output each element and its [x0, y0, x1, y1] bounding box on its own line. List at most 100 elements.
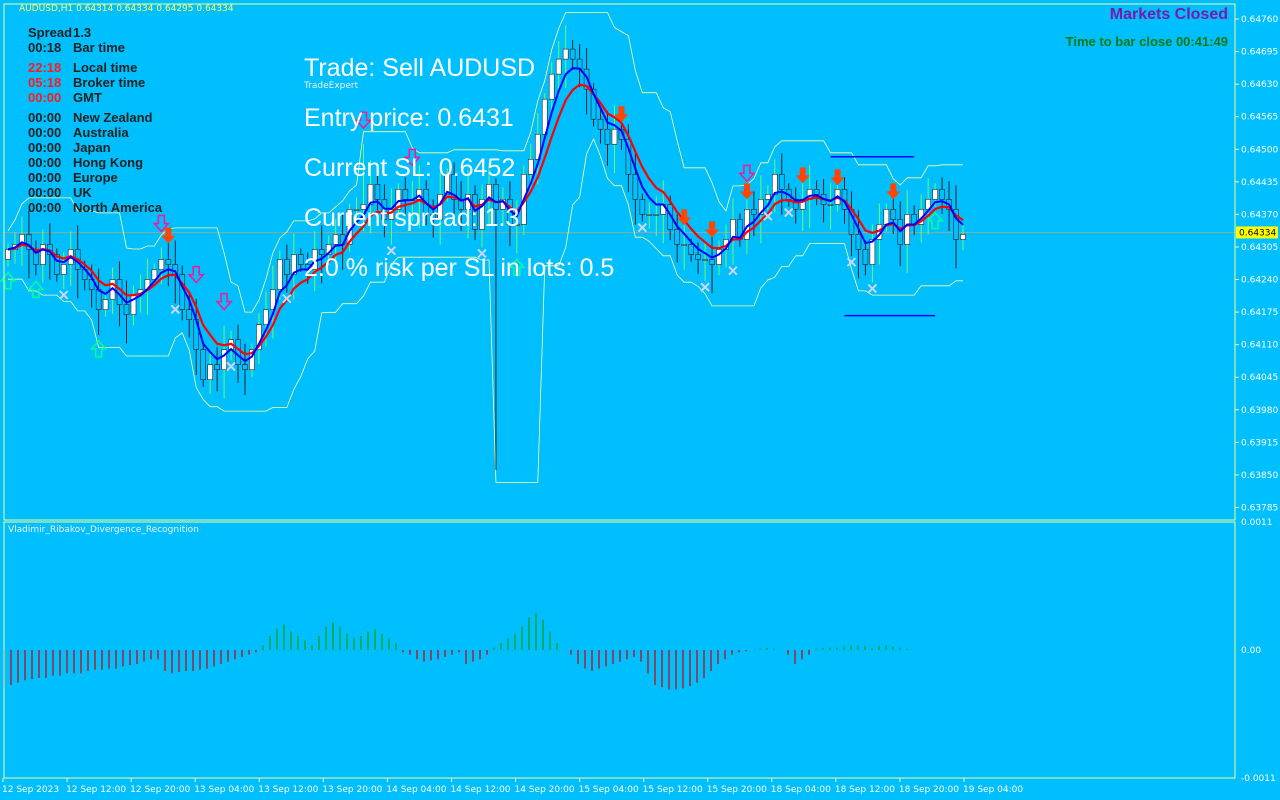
trade-expert-label: TradeExpert — [304, 81, 359, 91]
candle-body — [827, 204, 834, 206]
x-tick-label: 14 Sep 04:00 — [386, 785, 446, 795]
current-price-label: 0.64334 — [1239, 228, 1276, 238]
candle-body — [765, 194, 771, 200]
entry-price: Entry price: 0.6431 — [304, 104, 514, 132]
signal-down-arrow — [161, 227, 176, 244]
oscillator-pane-frame — [3, 521, 1236, 779]
current-sl: Current SL: 0.6452 — [304, 154, 516, 182]
cross-marker — [282, 293, 292, 304]
candle-body — [869, 239, 876, 265]
candle-body — [367, 184, 374, 205]
info-time: Spread — [28, 25, 73, 40]
y-tick-label: 0.64045 — [1241, 373, 1278, 383]
info-label: Hong Kong — [73, 155, 144, 170]
candle-body — [374, 184, 381, 200]
info-label: 1.3 — [73, 25, 92, 40]
sell-arrow — [403, 148, 421, 167]
candle-body — [5, 249, 11, 260]
candle-body — [709, 259, 715, 265]
candle-body — [548, 73, 555, 100]
candle-body — [528, 159, 534, 175]
candle-body — [890, 209, 897, 220]
current-price-tag — [1236, 226, 1278, 239]
x-tick-label: 19 Sep 04:00 — [963, 785, 1023, 795]
candle-body — [353, 209, 360, 211]
info-label: Bar time — [73, 40, 126, 55]
info-row: 00:00 New Zealand — [28, 110, 152, 125]
x-tick-label: 12 Sep 20:00 — [130, 785, 190, 795]
sell-arrow — [354, 111, 373, 130]
info-time: 00:00 — [28, 185, 62, 200]
candle-body — [771, 174, 778, 195]
y-tick-label: 0.64630 — [1241, 80, 1278, 90]
candle-body — [939, 189, 945, 200]
candle-body — [297, 254, 304, 265]
info-time: 00:18 — [28, 40, 62, 55]
candle-body — [813, 189, 820, 195]
candle-body — [702, 259, 708, 261]
y-tick-label: 0.64175 — [1241, 308, 1278, 318]
cross-marker — [784, 207, 794, 218]
candle-body — [88, 279, 95, 290]
candle-body — [40, 244, 46, 265]
info-label: Australia — [73, 125, 129, 140]
info-label: New Zealand — [73, 110, 153, 125]
info-label: Japan — [73, 140, 111, 155]
candle-body — [604, 128, 611, 145]
candle-body — [960, 234, 966, 240]
cross-marker — [59, 290, 69, 300]
candle-body — [639, 199, 646, 215]
x-tick-label: 13 Sep 04:00 — [194, 785, 254, 795]
candle-body — [472, 194, 478, 230]
axes: 0.64760 0.64695 0.64630 0.64565 0.64500 0.644… — [2, 3, 1278, 795]
x-tick-label: 12 Sep 12:00 — [66, 785, 126, 795]
signal-down-arrow — [677, 209, 692, 226]
info-label: North America — [73, 200, 163, 215]
candle-body — [883, 209, 890, 225]
cross-marker — [846, 257, 857, 267]
info-row: 00:00 Hong Kong — [28, 155, 143, 170]
x-tick-label: 15 Sep 20:00 — [707, 785, 767, 795]
candle-body — [263, 309, 269, 325]
candle-body — [95, 289, 102, 310]
signal-down-arrow — [830, 169, 845, 186]
info-row: 00:00 UK — [28, 185, 92, 200]
x-tick-label: 14 Sep 12:00 — [450, 785, 510, 795]
info-time: 00:00 — [28, 90, 62, 105]
candle-body — [953, 209, 959, 240]
candle-body — [778, 174, 785, 190]
y-tick-label: 0.64305 — [1241, 243, 1278, 253]
candles — [5, 25, 966, 470]
sell-arrow — [738, 164, 756, 183]
candle-body — [590, 88, 597, 120]
cross-marker — [867, 283, 878, 294]
cross-marker — [170, 304, 181, 315]
x-tick-label: 18 Sep 20:00 — [899, 785, 959, 795]
candle-body — [493, 184, 499, 210]
candle-body — [688, 244, 694, 255]
candle-body — [277, 259, 283, 290]
oscillator-histogram — [3, 612, 908, 690]
info-row: 22:18 Local time — [28, 60, 137, 75]
sell-arrow — [152, 214, 171, 233]
candle-body — [270, 289, 276, 310]
y-tick-label: 0.64110 — [1241, 341, 1278, 351]
markets-status: Markets Closed — [1109, 6, 1228, 23]
y-tick-label: 0.64695 — [1241, 48, 1278, 58]
candle-body — [430, 214, 437, 220]
signal-down-arrow — [614, 106, 629, 123]
indicator-name: Vladimir_Ribakov_Divergence_Recognition — [8, 525, 199, 535]
moving-averages — [7, 67, 964, 363]
y-tick-label: 0.63980 — [1241, 406, 1278, 416]
info-label: Broker time — [73, 75, 146, 90]
y-tick-label: 0.63850 — [1241, 471, 1278, 481]
buy-arrow — [926, 211, 944, 230]
candle-body — [751, 209, 757, 215]
candle-body — [284, 259, 290, 275]
x-tick-label: 12 Sep 2023 — [2, 785, 59, 795]
candle-body — [681, 244, 687, 246]
signal-down-arrow — [795, 167, 810, 184]
y-tick-label: 0.63915 — [1241, 438, 1278, 448]
